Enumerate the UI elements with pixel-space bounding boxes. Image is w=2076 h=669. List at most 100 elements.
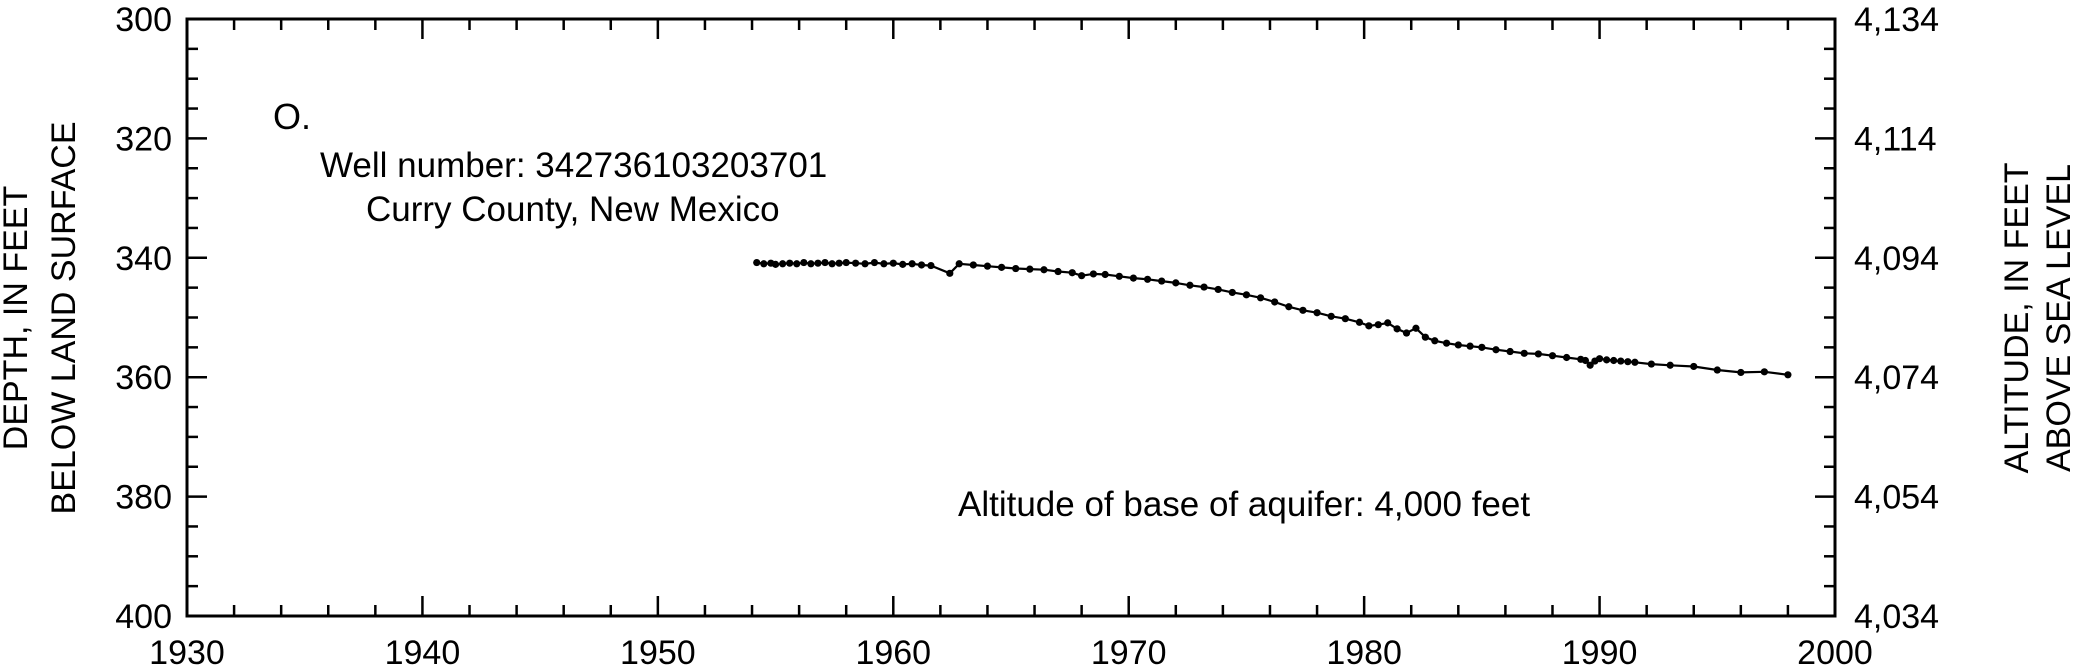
x-tick-label: 1990 xyxy=(1562,634,1638,669)
data-point xyxy=(1101,270,1109,279)
data-point xyxy=(1624,358,1632,366)
data-point xyxy=(889,259,897,267)
data-point xyxy=(1299,306,1307,314)
y-tick-label-right: 4,034 xyxy=(1854,598,1939,636)
x-tick-label: 1930 xyxy=(149,634,225,669)
data-point xyxy=(1012,264,1020,273)
data-point xyxy=(1242,291,1251,299)
data-point xyxy=(1374,321,1382,329)
data-point xyxy=(899,260,907,268)
data-point xyxy=(1186,281,1194,289)
data-point xyxy=(1158,277,1166,285)
y-tick-label-left: 320 xyxy=(115,120,172,158)
data-point xyxy=(1143,275,1152,283)
data-point xyxy=(1595,355,1604,363)
y-tick-label-right: 4,114 xyxy=(1854,120,1937,158)
data-point xyxy=(771,260,780,268)
y-tick-label-left: 340 xyxy=(115,240,172,278)
data-point xyxy=(1431,337,1439,345)
data-point xyxy=(1054,267,1062,276)
x-tick-label: 2000 xyxy=(1797,634,1873,669)
data-point xyxy=(1115,272,1123,280)
base-of-aquifer-annotation: Altitude of base of aquifer: 4,000 feet xyxy=(958,485,1530,524)
data-point xyxy=(1760,368,1768,376)
data-point xyxy=(800,258,808,267)
data-point xyxy=(793,260,801,268)
data-point xyxy=(1631,358,1639,366)
data-point xyxy=(852,259,860,267)
data-point xyxy=(983,262,992,270)
data-point xyxy=(997,263,1006,271)
data-point xyxy=(1129,274,1138,282)
data-point xyxy=(760,260,768,268)
data-point xyxy=(946,269,954,277)
data-point xyxy=(1172,279,1180,287)
data-point xyxy=(870,258,879,267)
data-point xyxy=(1442,339,1451,347)
data-point xyxy=(1285,303,1293,311)
data-point xyxy=(1402,329,1411,337)
data-point xyxy=(1355,318,1364,326)
county-annotation: Curry County, New Mexico xyxy=(366,190,780,229)
water-level-line xyxy=(756,261,1789,376)
data-point xyxy=(1313,309,1321,317)
data-point xyxy=(1078,272,1086,280)
data-point xyxy=(1421,333,1429,341)
y-axis-title-right-line1: ALTITUDE, IN FEET xyxy=(1998,162,2036,473)
data-point xyxy=(835,259,843,267)
y-tick-label-left: 300 xyxy=(115,1,172,39)
data-point xyxy=(908,260,916,268)
data-point xyxy=(753,258,761,267)
data-point xyxy=(1365,322,1373,330)
data-point xyxy=(1466,342,1474,350)
data-point xyxy=(1228,288,1236,297)
data-point xyxy=(779,260,787,268)
data-point xyxy=(786,259,794,267)
y-axis-title-left-line1: DEPTH, IN FEET xyxy=(0,186,35,450)
data-point xyxy=(861,260,869,268)
y-tick-label-right: 4,074 xyxy=(1854,359,1939,397)
data-point xyxy=(1690,362,1698,371)
data-point xyxy=(807,260,815,268)
x-tick-label: 1980 xyxy=(1326,634,1402,669)
data-point xyxy=(1520,349,1528,357)
x-tick-label: 1970 xyxy=(1091,634,1167,669)
plot-frame xyxy=(185,17,1837,618)
data-point xyxy=(1026,265,1034,273)
data-point xyxy=(1603,356,1611,364)
data-point xyxy=(1412,324,1420,332)
well-number-annotation: Well number: 342736103203701 xyxy=(320,146,827,185)
data-point xyxy=(1040,266,1048,274)
data-point xyxy=(1647,360,1655,368)
x-tick-label: 1960 xyxy=(855,634,931,669)
x-axis-ticks: 1930 1940 1950 1960 1970 1980 1990 2000 xyxy=(149,19,1873,669)
x-tick-label: 1950 xyxy=(620,634,696,669)
data-point xyxy=(1784,371,1792,379)
data-point xyxy=(842,258,850,267)
y-tick-label-left: 380 xyxy=(115,479,172,517)
data-point xyxy=(1200,283,1208,291)
y-axis-title-right-line2: ABOVE SEA LEVEL xyxy=(2040,164,2076,472)
data-point xyxy=(1478,343,1486,351)
data-point xyxy=(1563,353,1571,362)
data-point xyxy=(1271,298,1279,306)
data-point xyxy=(880,260,888,268)
data-point xyxy=(955,260,963,268)
data-point xyxy=(1492,346,1500,354)
y-axis-title-left-line2: BELOW LAND SURFACE xyxy=(45,122,83,515)
data-point xyxy=(1454,341,1462,349)
data-point xyxy=(917,261,926,269)
y-tick-label-right: 4,094 xyxy=(1854,240,1939,278)
data-point xyxy=(1586,361,1594,369)
panel-label: O. xyxy=(273,96,311,137)
y-tick-label-left: 360 xyxy=(115,359,172,397)
y-tick-label-right: 4,134 xyxy=(1854,1,1939,39)
data-point xyxy=(927,261,935,270)
data-point xyxy=(1617,357,1625,365)
data-point xyxy=(1666,361,1674,369)
data-point xyxy=(1534,350,1542,358)
data-point xyxy=(1341,315,1349,323)
data-point xyxy=(1089,270,1097,278)
y-tick-label-right: 4,054 xyxy=(1854,479,1939,517)
